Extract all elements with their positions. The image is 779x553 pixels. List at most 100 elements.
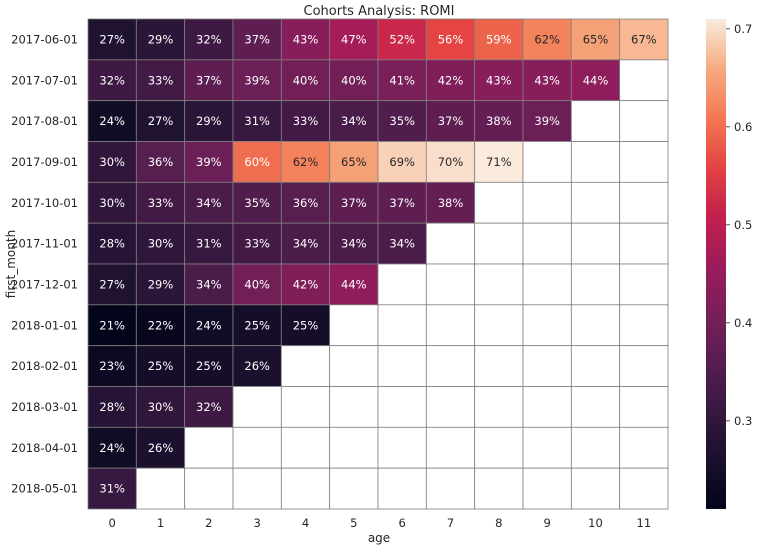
x-tick-label: 5 <box>350 516 357 530</box>
heatmap-cell <box>522 222 572 265</box>
heatmap-cell-label: 25% <box>293 318 319 332</box>
heatmap-cell <box>522 386 572 428</box>
heatmap-cell <box>329 467 379 510</box>
heatmap-cell <box>135 100 186 142</box>
heatmap-cell <box>570 181 621 224</box>
heatmap-cell <box>329 18 379 61</box>
heatmap-cell <box>377 141 427 183</box>
heatmap-cell <box>232 467 282 510</box>
heatmap-cell-label: 42% <box>438 73 464 87</box>
heatmap-cell <box>522 59 572 102</box>
x-tick-label: 9 <box>544 516 551 530</box>
heatmap-cell-label: 37% <box>196 73 222 87</box>
x-tick-label: 1 <box>157 516 164 530</box>
heatmap-cell-label: 36% <box>293 196 319 210</box>
heatmap-cell <box>280 345 331 387</box>
heatmap-cell <box>425 345 476 387</box>
heatmap-cell <box>619 304 669 347</box>
heatmap-cell <box>329 141 379 183</box>
heatmap-cell <box>570 304 621 347</box>
heatmap-cell <box>329 100 379 142</box>
heatmap-cell <box>329 59 379 102</box>
heatmap-cell-label: 23% <box>99 359 125 373</box>
heatmap-cell <box>619 222 669 265</box>
heatmap-cell <box>232 222 282 265</box>
heatmap-cell-label: 30% <box>99 196 125 210</box>
heatmap-cell <box>474 345 524 387</box>
heatmap-cell <box>619 141 669 183</box>
heatmap-cell-label: 31% <box>196 237 222 251</box>
heatmap-cell <box>280 181 331 224</box>
x-tick-label: 3 <box>254 516 261 530</box>
heatmap-cell <box>280 304 331 347</box>
heatmap-cell <box>377 386 427 428</box>
x-tick-label: 0 <box>109 516 116 530</box>
heatmap-cell <box>329 426 379 469</box>
heatmap-cell-label: 34% <box>196 196 222 210</box>
y-tick-label: 2017-08-01 <box>11 114 78 128</box>
heatmap-cell-label: 42% <box>293 277 319 291</box>
heatmap-cell <box>522 345 572 387</box>
heatmap-cell-label: 41% <box>389 73 415 87</box>
x-tick-label: 10 <box>588 516 603 530</box>
heatmap-cell-label: 29% <box>148 277 174 291</box>
y-tick-label: 2017-11-01 <box>11 237 78 251</box>
heatmap-cell-label: 38% <box>438 196 464 210</box>
heatmap-cell-label: 71% <box>486 155 512 169</box>
heatmap-cell-label: 24% <box>99 114 125 128</box>
heatmap-cell-label: 65% <box>583 32 609 46</box>
heatmap-cell <box>474 181 524 224</box>
colorbar <box>706 19 726 509</box>
heatmap-cell-label: 27% <box>148 114 174 128</box>
heatmap-cell-label: 40% <box>293 73 319 87</box>
heatmap-cell <box>425 467 476 510</box>
y-tick-label: 2017-10-01 <box>11 196 78 210</box>
heatmap-cell-label: 47% <box>341 32 367 46</box>
colorbar-tick-label: 0.5 <box>734 218 752 232</box>
heatmap-cell-label: 30% <box>148 237 174 251</box>
heatmap-cell <box>280 426 331 469</box>
heatmap-cell-label: 43% <box>486 73 512 87</box>
heatmap-cell <box>570 426 621 469</box>
colorbar-tick-labels: 0.3 0.4 0.5 0.6 0.7 <box>726 22 752 428</box>
heatmap-cell-label: 35% <box>389 114 415 128</box>
heatmap-cell-label: 26% <box>148 441 174 455</box>
heatmap-cell <box>329 181 379 224</box>
heatmap-cell <box>135 59 186 102</box>
x-tick-labels: 0 1 2 3 4 5 6 7 8 9 10 11 <box>109 516 652 530</box>
y-axis-label: first_month <box>4 230 18 298</box>
heatmap-cell <box>87 345 137 387</box>
y-tick-label: 2018-02-01 <box>11 359 78 373</box>
heatmap-cell <box>425 386 476 428</box>
heatmap-cell-label: 29% <box>148 32 174 46</box>
heatmap-cell-label: 62% <box>534 32 560 46</box>
heatmap-cell <box>570 141 621 183</box>
x-tick-label: 8 <box>495 516 502 530</box>
heatmap-cell-label: 65% <box>341 155 367 169</box>
heatmap-cell <box>474 263 524 306</box>
heatmap-cell <box>474 59 524 102</box>
x-tick-label: 2 <box>205 516 212 530</box>
heatmap-cell-label: 70% <box>438 155 464 169</box>
heatmap-cell <box>329 222 379 265</box>
heatmap-cell <box>425 59 476 102</box>
heatmap-cell-label: 22% <box>148 318 174 332</box>
heatmap-cell <box>619 386 669 428</box>
heatmap-cell <box>522 304 572 347</box>
heatmap-cell <box>135 263 186 306</box>
heatmap-cell <box>232 304 282 347</box>
heatmap-cell-label: 39% <box>244 73 270 87</box>
heatmap-cell <box>425 263 476 306</box>
heatmap-cell <box>377 304 427 347</box>
heatmap-cell-label: 32% <box>196 32 222 46</box>
heatmap-cell <box>377 59 427 102</box>
heatmap-cell <box>232 100 282 142</box>
heatmap-cell-label: 25% <box>196 359 222 373</box>
heatmap-cell-label: 38% <box>486 114 512 128</box>
heatmap-cell <box>87 304 137 347</box>
heatmap-cell-label: 25% <box>244 318 270 332</box>
y-tick-label: 2017-07-01 <box>11 73 78 87</box>
heatmap-cell <box>522 426 572 469</box>
heatmap-cell-label: 29% <box>196 114 222 128</box>
x-tick-label: 6 <box>399 516 406 530</box>
